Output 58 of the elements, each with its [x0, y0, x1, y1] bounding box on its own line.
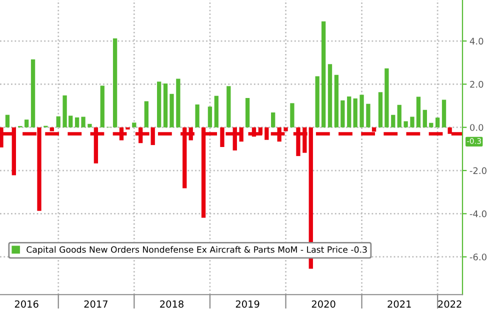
bar	[290, 103, 294, 128]
bar	[271, 112, 276, 128]
bar	[74, 117, 80, 128]
y-tick-label: 0.0	[470, 124, 484, 131]
bar	[132, 122, 136, 128]
bar	[429, 122, 434, 128]
bar	[208, 106, 212, 128]
bar	[81, 116, 86, 128]
y-tick-label: -2.0	[470, 167, 486, 174]
bar	[88, 124, 92, 128]
bar	[436, 118, 440, 128]
bar	[366, 104, 370, 128]
bar	[195, 104, 200, 128]
bar	[360, 94, 364, 128]
y-tick-label: -4.0	[470, 210, 486, 218]
bar	[5, 114, 10, 128]
bar	[410, 116, 414, 128]
bar	[214, 96, 218, 128]
y-tick-label: -6.0	[470, 254, 486, 260]
x-tick-label: 2022	[438, 300, 462, 308]
bar	[442, 100, 446, 128]
bar	[24, 120, 29, 128]
bar	[422, 110, 427, 128]
bar	[340, 100, 345, 128]
bar	[56, 116, 60, 128]
bar	[334, 74, 339, 128]
x-tick-label: 2018	[160, 300, 184, 308]
bar	[328, 64, 332, 128]
bar	[347, 96, 352, 128]
bar	[100, 86, 104, 128]
bar	[112, 38, 118, 128]
bar	[264, 127, 269, 140]
bar	[353, 98, 358, 128]
bar	[397, 104, 402, 128]
bar	[404, 121, 408, 128]
bar	[170, 94, 174, 128]
bar	[315, 76, 320, 128]
bar	[378, 92, 383, 128]
y-tick-label: 2.0	[470, 80, 484, 88]
x-tick-label: 2020	[312, 300, 336, 308]
bar	[176, 78, 180, 128]
x-tick-label: 2016	[14, 300, 38, 308]
bar	[163, 84, 168, 128]
y-tick-label: 4.0	[470, 38, 484, 45]
bar	[416, 96, 421, 128]
x-tick-label: 2017	[84, 300, 108, 308]
bar	[30, 59, 36, 128]
bar	[391, 114, 396, 128]
bar	[321, 21, 326, 128]
bar	[245, 98, 250, 128]
bar	[144, 101, 148, 128]
legend-label: Capital Goods New Orders Nondefense Ex Aircraft & Parts MoM - Last Price -0.3	[26, 246, 367, 254]
bar	[226, 86, 231, 128]
x-tick-label: 2019	[236, 300, 260, 308]
bar	[157, 82, 162, 128]
x-tick-label: 2021	[388, 300, 411, 308]
bar	[384, 68, 389, 128]
bar	[126, 127, 130, 130]
